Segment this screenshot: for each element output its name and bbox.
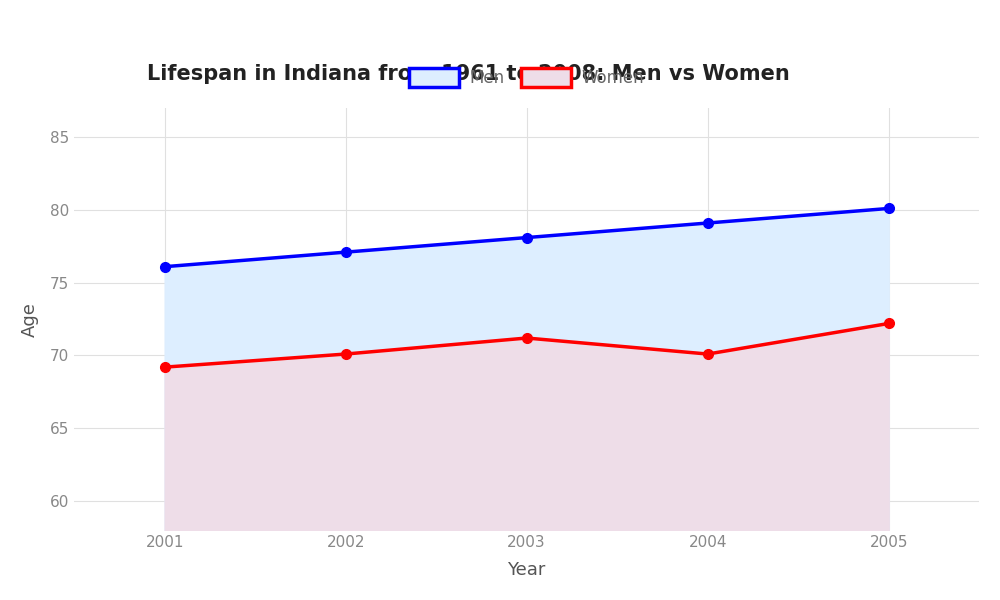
Women <box>883 320 895 327</box>
Women <box>702 350 714 358</box>
Women <box>340 350 352 358</box>
Y-axis label: Age: Age <box>21 302 39 337</box>
Men <box>159 263 171 270</box>
Men <box>702 220 714 227</box>
Line: Women: Women <box>160 319 894 372</box>
Women <box>159 364 171 371</box>
Men <box>340 248 352 256</box>
Line: Men: Men <box>160 203 894 272</box>
Legend: Men, Women: Men, Women <box>403 61 651 94</box>
X-axis label: Year: Year <box>507 561 546 579</box>
Text: Lifespan in Indiana from 1961 to 2008: Men vs Women: Lifespan in Indiana from 1961 to 2008: M… <box>147 64 789 84</box>
Men <box>521 234 533 241</box>
Men <box>883 205 895 212</box>
Women <box>521 334 533 341</box>
